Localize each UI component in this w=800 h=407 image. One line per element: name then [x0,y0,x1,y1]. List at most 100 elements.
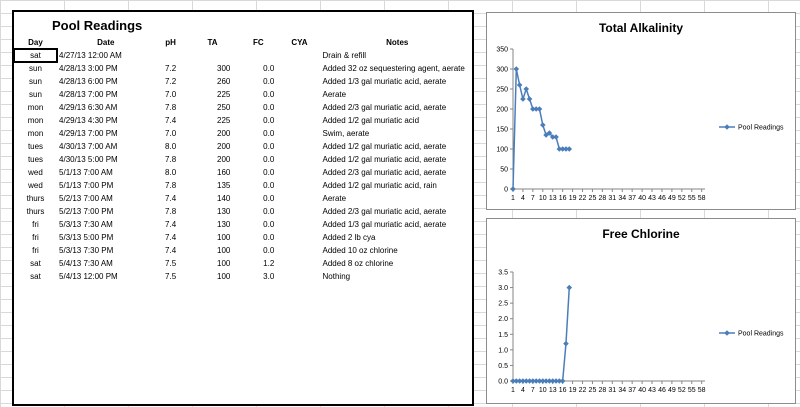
empty-cell[interactable] [14,335,57,348]
cell-fc[interactable]: 0.0 [263,220,275,229]
empty-cell[interactable] [189,283,237,296]
cell-cya[interactable] [280,101,318,114]
cell-ph[interactable]: 7.4 [165,220,177,229]
empty-cell[interactable] [280,296,318,309]
total-alkalinity-chart[interactable]: Total Alkalinity 0 50 100 150 200 250 300 350 1 4… [486,12,796,210]
header-date[interactable]: Date [97,38,115,47]
cell-notes[interactable]: Added 32 oz sequestering agent, aerate [322,64,465,73]
cell-day[interactable]: mon [27,129,44,138]
cell-date[interactable]: 5/4/13 7:30 AM [59,259,113,268]
cell-fc[interactable]: 0.0 [263,155,275,164]
cell-day[interactable]: sat [12,48,59,63]
empty-cell[interactable] [189,322,237,335]
cell-notes[interactable]: Aerate [322,90,347,99]
cell-notes[interactable]: Added 1/3 gal muriatic acid, aerate [322,220,447,229]
empty-cell[interactable] [319,322,472,335]
cell-notes[interactable]: Added 1/2 gal muriatic acid, aerate [322,155,447,164]
cell-fc[interactable]: 0.0 [263,90,275,99]
empty-cell[interactable] [319,335,472,348]
cell-date[interactable]: 4/29/13 6:30 AM [59,103,118,112]
cell-notes[interactable]: Added 2 lb cya [322,233,376,242]
cell-cya[interactable] [280,114,318,127]
cell-fc[interactable]: 0.0 [263,129,275,138]
empty-cell[interactable] [57,335,153,348]
cell-ta[interactable] [189,49,237,62]
cell-date[interactable]: 5/3/13 7:30 PM [59,246,114,255]
cell-ph[interactable]: 7.4 [165,194,177,203]
cell-date[interactable]: 5/3/13 5:00 PM [59,233,114,242]
cell-fc[interactable]: 0.0 [263,142,275,151]
empty-cell[interactable] [57,348,153,361]
cell-day[interactable]: sun [29,64,42,73]
cell-notes[interactable]: Added 1/2 gal muriatic acid [322,116,420,125]
header-fc[interactable]: FC [252,38,264,47]
cell-date[interactable]: 4/27/13 12:00 AM [59,51,122,60]
cell-notes[interactable]: Added 10 oz chlorine [322,246,398,255]
empty-cell[interactable] [319,309,472,322]
cell-day[interactable]: wed [28,168,43,177]
cell-fc[interactable]: 0.0 [263,103,275,112]
empty-cell[interactable] [153,335,189,348]
cell-ph[interactable]: 7.0 [165,129,177,138]
cell-cya[interactable] [280,244,318,257]
cell-date[interactable]: 4/28/13 6:00 PM [59,77,118,86]
cell-ta[interactable]: 300 [217,64,231,73]
cell-ph[interactable] [153,49,189,62]
cell-notes[interactable]: Added 2/3 gal muriatic acid, aerate [322,168,447,177]
empty-cell[interactable] [14,309,57,322]
cell-day[interactable]: sat [30,272,41,281]
cell-ta[interactable]: 225 [217,90,231,99]
cell-fc[interactable]: 0.0 [263,64,275,73]
cell-notes[interactable]: Drain & refill [322,51,367,60]
cell-notes[interactable]: Added 2/3 gal muriatic acid, aerate [322,207,447,216]
empty-cell[interactable] [153,283,189,296]
cell-day[interactable]: fri [32,246,39,255]
empty-cell[interactable] [153,348,189,361]
empty-cell[interactable] [280,309,318,322]
empty-cell[interactable] [280,283,318,296]
cell-cya[interactable] [280,270,318,283]
cell-ph[interactable]: 7.2 [165,77,177,86]
cell-ta[interactable]: 200 [217,155,231,164]
empty-cell[interactable] [14,296,57,309]
empty-cell[interactable] [14,283,57,296]
cell-cya[interactable] [280,153,318,166]
cell-cya[interactable] [280,257,318,270]
cell-cya[interactable] [280,127,318,140]
cell-ph[interactable]: 8.0 [165,168,177,177]
cell-ph[interactable]: 7.8 [165,103,177,112]
cell-notes[interactable]: Added 1/3 gal muriatic acid, aerate [322,77,447,86]
empty-cell[interactable] [236,283,280,296]
cell-date[interactable]: 4/30/13 7:00 AM [59,142,118,151]
cell-ta[interactable]: 250 [217,103,231,112]
cell-cya[interactable] [280,62,318,75]
cell-day[interactable]: tues [27,142,44,151]
cell-day[interactable]: fri [32,220,39,229]
cell-fc[interactable]: 0.0 [263,168,275,177]
cell-ta[interactable]: 100 [217,246,231,255]
empty-cell[interactable] [236,296,280,309]
cell-day[interactable]: mon [27,116,44,125]
cell-fc[interactable]: 0.0 [263,246,275,255]
empty-cell[interactable] [153,296,189,309]
cell-ph[interactable]: 7.4 [165,246,177,255]
empty-cell[interactable] [57,309,153,322]
cell-day[interactable]: mon [27,103,44,112]
empty-cell[interactable] [236,309,280,322]
cell-fc[interactable] [236,49,280,62]
cell-ph[interactable]: 7.5 [165,272,177,281]
empty-cell[interactable] [153,309,189,322]
cell-cya[interactable] [280,88,318,101]
cell-ta[interactable]: 130 [217,220,231,229]
cell-notes[interactable]: Added 1/2 gal muriatic acid, rain [322,181,437,190]
cell-ta[interactable]: 160 [217,168,231,177]
cell-day[interactable]: tues [27,155,44,164]
cell-day[interactable]: fri [32,233,39,242]
cell-notes[interactable]: Aerate [322,194,347,203]
cell-cya[interactable] [280,49,318,62]
cell-date[interactable]: 4/29/13 7:00 PM [59,129,118,138]
cell-ph[interactable]: 7.0 [165,90,177,99]
empty-cell[interactable] [189,335,237,348]
empty-cell[interactable] [189,348,237,361]
cell-day[interactable]: sun [29,77,42,86]
